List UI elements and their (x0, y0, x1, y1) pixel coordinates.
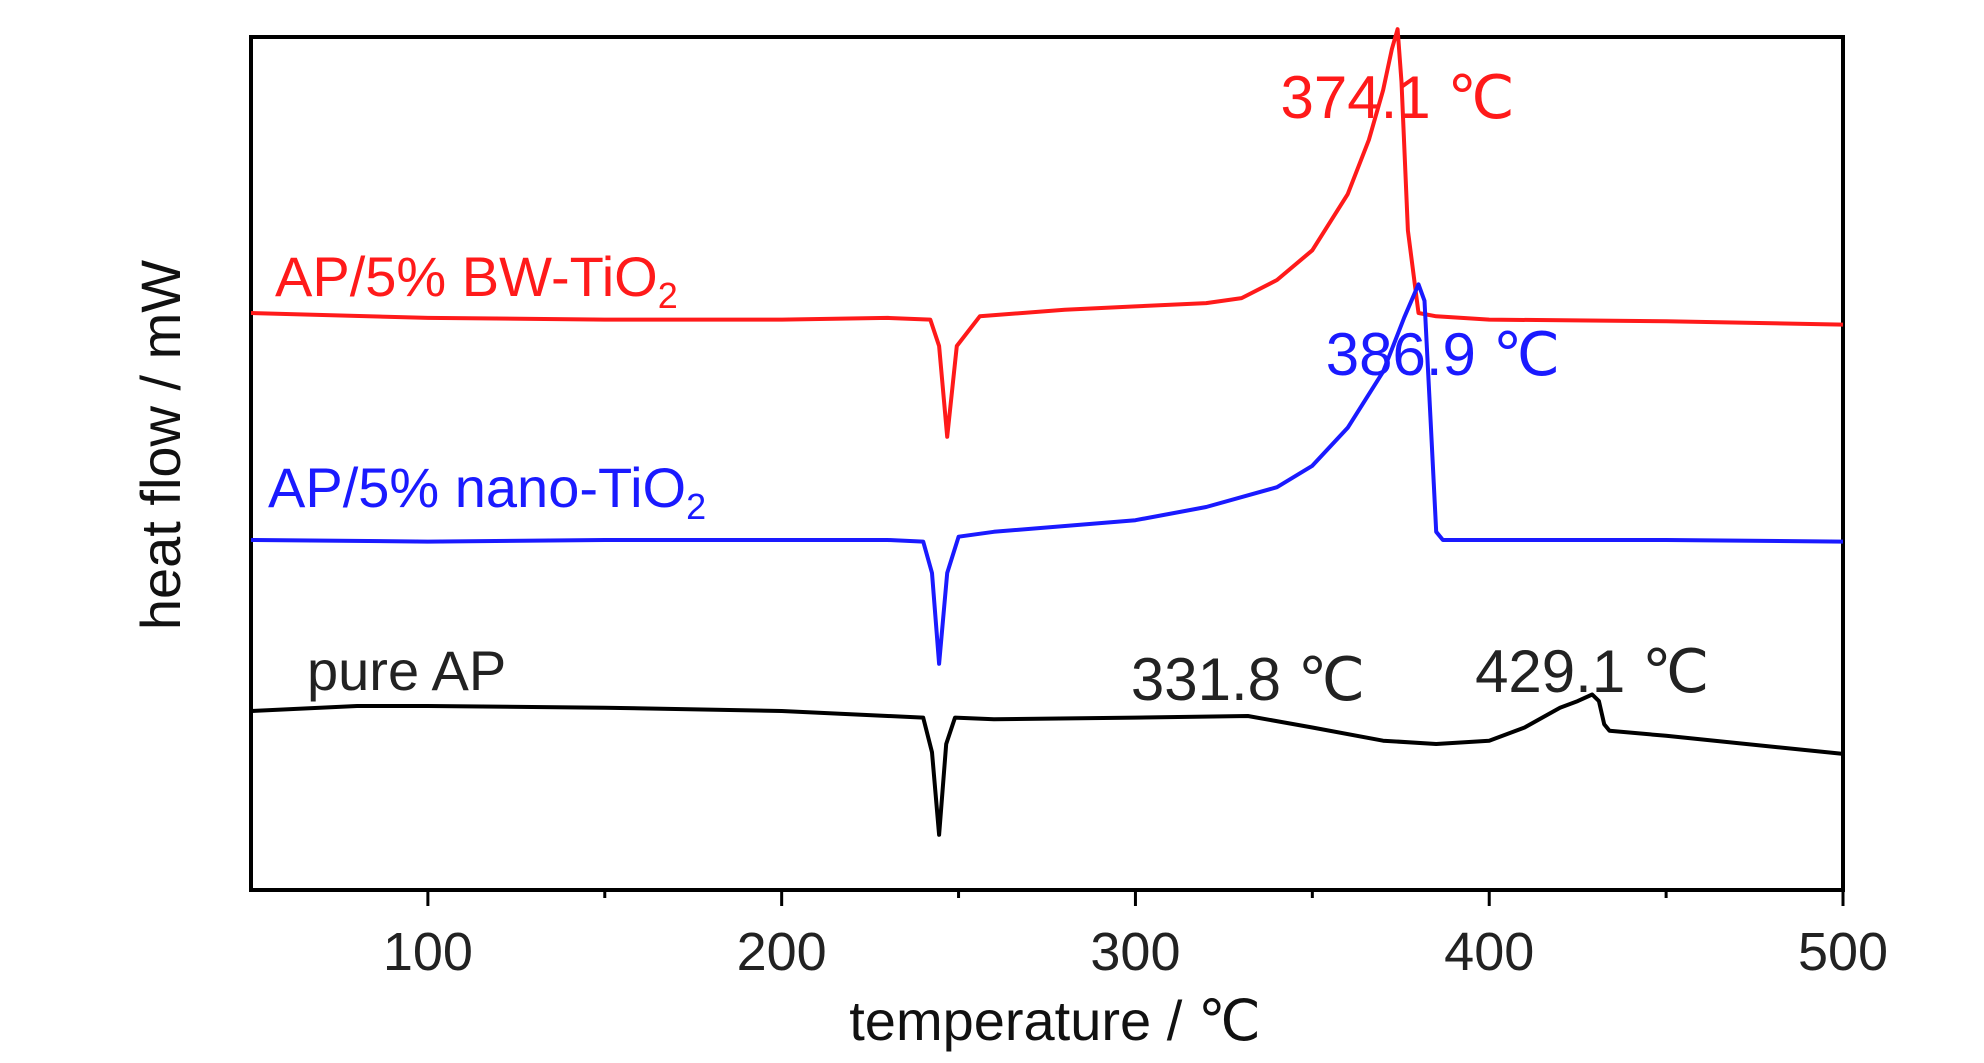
peak-annotation: 429.1 ℃ (1475, 638, 1709, 705)
series-line (250, 282, 1844, 666)
series-label-text: AP/5% nano-TiO (268, 456, 686, 519)
peak-annotation: 331.8 ℃ (1131, 646, 1365, 713)
peak-annotation: 386.9 ℃ (1326, 321, 1560, 388)
peak-annotation: 374.1 ℃ (1280, 64, 1514, 131)
x-axis-tick-labels: 100 200 300 400 500 (383, 922, 1888, 982)
plot-frame (249, 35, 1845, 892)
series-line (250, 692, 1844, 837)
x-tick-label: 300 (1090, 922, 1180, 982)
series-label-subscript: 2 (658, 275, 678, 316)
series-lines (250, 27, 1844, 837)
x-tick-label: 200 (737, 922, 827, 982)
x-tick-label: 500 (1798, 922, 1888, 982)
y-axis-title: heat flow / mW (129, 260, 192, 630)
series-label: pure AP (307, 639, 506, 702)
series-label: AP/5% nano-TiO2 (268, 456, 706, 527)
peak-annotations: 374.1 ℃ 386.9 ℃ 331.8 ℃ 429.1 ℃ (1131, 64, 1709, 713)
series-label-text: AP/5% BW-TiO (275, 245, 658, 308)
x-tick-label: 400 (1444, 922, 1534, 982)
x-tick-label: 100 (383, 922, 473, 982)
series-label: AP/5% BW-TiO2 (275, 245, 678, 316)
x-axis-title: temperature / ℃ (849, 989, 1261, 1052)
series-label-subscript: 2 (686, 486, 706, 527)
series-line (250, 27, 1844, 439)
series-label-text: pure AP (307, 639, 506, 702)
x-axis-ticks (426, 890, 1845, 906)
